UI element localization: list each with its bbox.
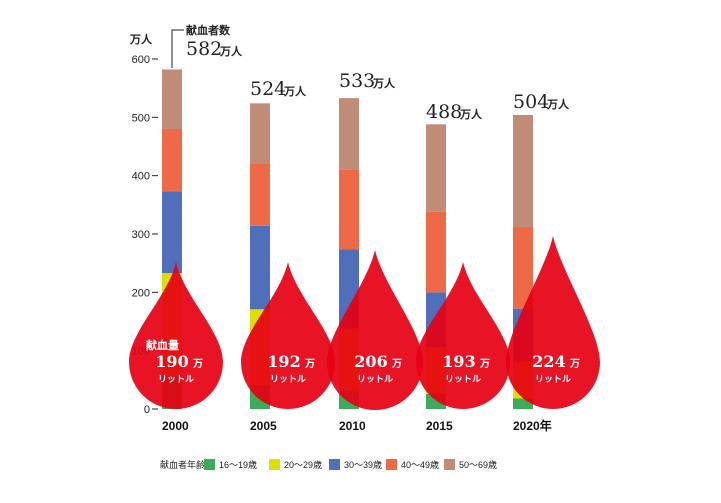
bar-segment <box>162 191 182 274</box>
bar-segment <box>513 398 533 409</box>
x-category-label: 2005 <box>250 419 277 433</box>
x-category-label: 2020年 <box>513 418 552 433</box>
total-unit: 万人 <box>219 44 243 58</box>
y-tick-label: 400 <box>132 171 150 183</box>
volume-unit: リットル <box>357 374 393 384</box>
legend-label: 40～49歳 <box>401 459 439 470</box>
bar-segment <box>513 227 533 309</box>
drop-shape <box>129 262 223 409</box>
legend-swatch <box>444 459 455 470</box>
y-tick-label: 0 <box>144 404 150 416</box>
y-tick-label: 300 <box>132 229 150 241</box>
bar-segment <box>250 225 270 310</box>
total-unit: 万人 <box>372 76 396 90</box>
bar-segment <box>513 115 533 227</box>
x-category-label: 2015 <box>426 419 453 433</box>
volume-unit-man: 万 <box>304 358 315 370</box>
total-leader-line <box>171 29 184 68</box>
volume-value: 192 <box>267 352 300 371</box>
y-tick-label: 600 <box>132 54 150 66</box>
x-category-label: 2010 <box>339 419 366 433</box>
volume-unit: リットル <box>445 374 481 384</box>
legend-label: 16～19歳 <box>219 459 257 470</box>
total-value: 504 <box>513 91 549 113</box>
legend-label: 50～69歳 <box>459 459 497 470</box>
volume-unit-man: 万 <box>192 358 203 370</box>
bar-segment <box>339 98 359 170</box>
drop-shape <box>241 262 335 409</box>
total-unit: 万人 <box>546 97 570 111</box>
bar-segment <box>162 129 182 192</box>
y-tick-label: 200 <box>132 287 150 299</box>
legend-swatch <box>329 459 340 470</box>
volume-unit: リットル <box>535 374 571 384</box>
volume-title: 献血量 <box>146 338 179 352</box>
total-unit: 万人 <box>283 84 307 98</box>
bar-segment <box>250 103 270 164</box>
volume-unit-man: 万 <box>569 358 580 370</box>
bar-segment <box>162 69 182 129</box>
legend-label: 30～39歳 <box>344 459 382 470</box>
legend-label: 20～29歳 <box>284 459 322 470</box>
volume-value: 206 <box>354 352 387 371</box>
total-value: 533 <box>339 70 375 92</box>
volume-unit-man: 万 <box>479 358 490 370</box>
volume-unit: リットル <box>270 374 306 384</box>
total-value: 582 <box>186 38 222 60</box>
legend-swatch <box>386 459 397 470</box>
volume-value: 190 <box>155 352 188 371</box>
total-value: 524 <box>250 78 286 100</box>
total-title: 献血者数 <box>186 23 231 37</box>
bar-segment <box>426 124 446 212</box>
x-category-label: 2000 <box>162 419 189 433</box>
y-axis-unit-label: 万人 <box>129 32 153 46</box>
bar-segment <box>339 169 359 250</box>
y-axis: 0100200300400500600 <box>132 54 158 416</box>
legend-title: 献血者年齢 <box>160 459 205 470</box>
volume-unit: リットル <box>158 374 194 384</box>
bar-segment <box>250 164 270 226</box>
y-tick-label: 500 <box>132 112 150 124</box>
bar-segment <box>426 211 446 293</box>
volume-value: 193 <box>442 352 475 371</box>
total-unit: 万人 <box>459 107 483 121</box>
legend: 献血者年齢 16～19歳 20～29歳 30～39歳 40～49歳 50～69歳 <box>160 459 497 470</box>
drop-shape <box>416 262 510 409</box>
drop-shape <box>327 250 423 410</box>
drop-shape <box>506 236 600 409</box>
total-value: 488 <box>426 101 462 123</box>
volume-value: 224 <box>532 352 565 371</box>
legend-swatch <box>269 459 280 470</box>
x-axis-categories: 2000 2005 2010 2015 2020年 <box>162 418 552 433</box>
legend-swatch <box>204 459 215 470</box>
volume-unit-man: 万 <box>391 358 402 370</box>
